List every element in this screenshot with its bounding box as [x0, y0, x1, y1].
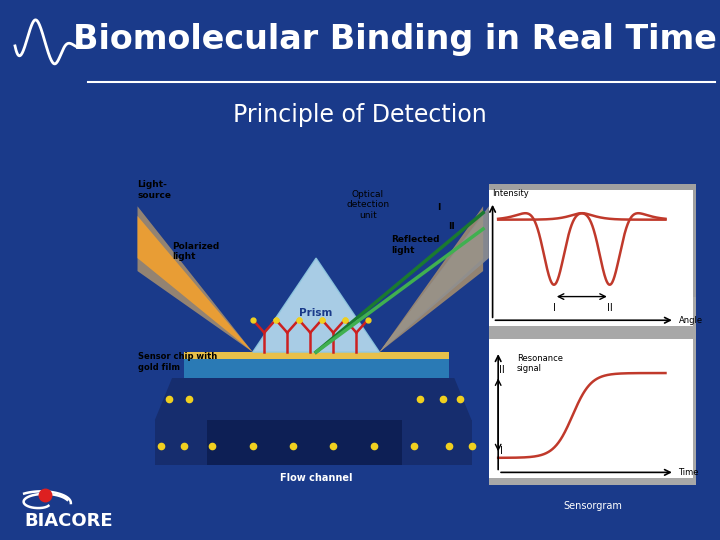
- Polygon shape: [155, 378, 472, 420]
- Text: Time: Time: [678, 468, 699, 477]
- Text: Reflected
light: Reflected light: [391, 235, 439, 255]
- Text: II: II: [449, 222, 455, 231]
- Polygon shape: [379, 206, 483, 352]
- Polygon shape: [155, 420, 472, 465]
- Text: I: I: [437, 202, 441, 212]
- Text: Angle: Angle: [678, 316, 703, 325]
- Polygon shape: [379, 206, 489, 352]
- Polygon shape: [184, 352, 449, 359]
- Polygon shape: [184, 359, 449, 378]
- Text: I: I: [500, 446, 503, 456]
- Polygon shape: [138, 216, 253, 352]
- Polygon shape: [207, 420, 402, 465]
- Text: BIACORE: BIACORE: [24, 512, 113, 530]
- Text: Sensor chip with
gold film: Sensor chip with gold film: [138, 352, 217, 372]
- Text: Sensorgram: Sensorgram: [563, 501, 622, 511]
- Text: Polarized
light: Polarized light: [172, 242, 220, 261]
- FancyBboxPatch shape: [489, 184, 696, 485]
- Text: Light-
source: Light- source: [138, 180, 171, 200]
- Polygon shape: [195, 394, 414, 420]
- Text: I: I: [552, 303, 555, 313]
- Polygon shape: [379, 216, 483, 352]
- Text: Optical
detection
unit: Optical detection unit: [346, 190, 390, 220]
- Polygon shape: [253, 258, 379, 352]
- Text: Resonance
signal: Resonance signal: [517, 354, 563, 373]
- Text: Biomolecular Binding in Real Time: Biomolecular Binding in Real Time: [73, 23, 717, 56]
- Text: Prism: Prism: [300, 308, 333, 318]
- Text: II: II: [607, 303, 613, 313]
- Text: Flow channel: Flow channel: [280, 474, 352, 483]
- Polygon shape: [138, 206, 253, 352]
- Text: II: II: [499, 365, 505, 375]
- Text: Intensity: Intensity: [492, 189, 529, 198]
- Polygon shape: [489, 184, 696, 297]
- Text: Principle of Detection: Principle of Detection: [233, 103, 487, 127]
